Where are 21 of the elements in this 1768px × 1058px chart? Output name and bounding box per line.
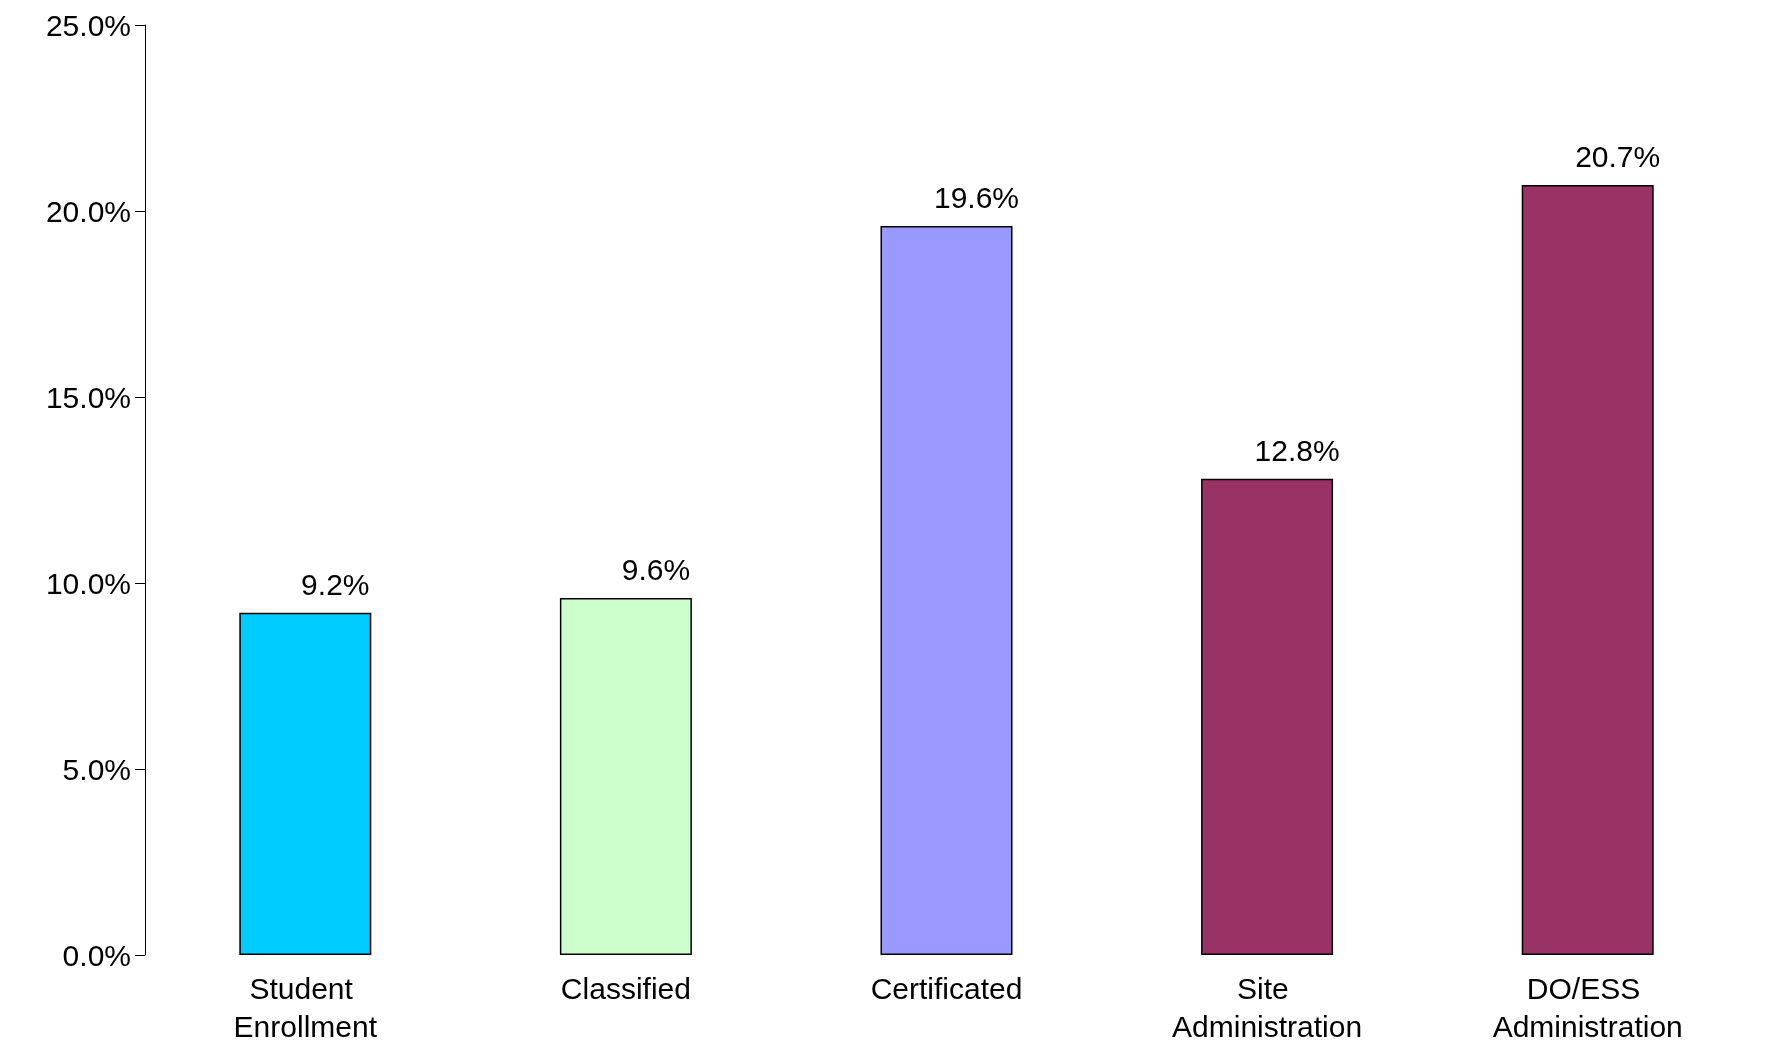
data-label: 20.7% <box>1575 140 1661 174</box>
bar <box>1521 184 1654 955</box>
bar <box>880 225 1013 955</box>
y-tick-label: 0.0% <box>62 938 131 972</box>
bar <box>1201 478 1334 955</box>
x-tick-label: DO/ESS Administration <box>1492 971 1683 1043</box>
y-tick-label: 15.0% <box>45 380 131 414</box>
y-tick-label: 10.0% <box>45 566 131 600</box>
x-tick-label: Student Enrollment <box>233 971 378 1043</box>
x-tick-label: Certificated <box>870 971 1023 1005</box>
y-tick-label: 5.0% <box>62 752 131 786</box>
y-tick-label: 25.0% <box>45 8 131 42</box>
data-label: 9.2% <box>301 568 370 602</box>
x-tick-label: Site Administration <box>1172 971 1363 1043</box>
data-label: 12.8% <box>1254 434 1340 468</box>
y-tick-label: 20.0% <box>45 194 131 228</box>
x-tick-label: Classified <box>560 971 691 1005</box>
bar <box>239 612 372 955</box>
data-label: 19.6% <box>933 181 1020 215</box>
data-label: 9.6% <box>621 553 691 587</box>
bar <box>559 597 692 955</box>
